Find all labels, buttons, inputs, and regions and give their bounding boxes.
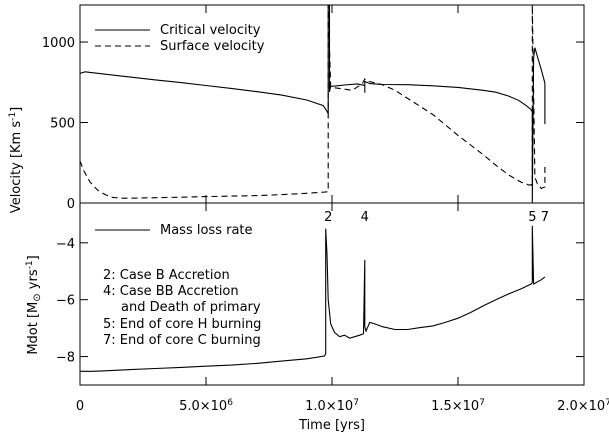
x-tick-label: 1.0×107 (305, 398, 359, 414)
legend-label-mass-loss: Mass loss rate (160, 223, 253, 238)
phase-annotations: 2: Case B Accretion 4: Case BB Accretion… (103, 268, 261, 348)
bottom-y-tick-label: −4 (56, 237, 75, 252)
top-y-title-close: ] (9, 107, 24, 112)
bottom-y-tick-label: −8 (56, 351, 75, 366)
x-axis-title-unit: [yrs] (335, 418, 365, 433)
top-y-tick-label: 500 (50, 117, 75, 132)
x-tick-label: 0 (76, 399, 84, 414)
bottom-y-title-sup: -1 (25, 260, 35, 269)
phase-marker-label: 4 (361, 210, 369, 225)
legend-label-surface: Surface velocity (160, 39, 265, 54)
bottom-y-axis-title: Mdot [M⊙ yrs-1] (25, 255, 43, 354)
annotation-core-h: 5: End of core H burning (103, 317, 261, 332)
svg-text:Velocity [Km s-1]: Velocity [Km s-1] (8, 107, 24, 213)
annotation-core-c: 7: End of core C burning (103, 333, 261, 348)
svg-text:Mdot [M⊙ yrs-1]: Mdot [M⊙ yrs-1] (25, 255, 43, 354)
top-series-line-1 (79, 4, 546, 199)
top-series (79, 4, 546, 204)
top-y-ticks: 0 500 1000 (42, 36, 584, 212)
x-tick-label: 1.5×107 (431, 398, 485, 414)
annotation-case-b: 2: Case B Accretion (103, 268, 230, 283)
bottom-y-title-sun: ⊙ (32, 293, 43, 301)
top-y-title-sup: -1 (8, 112, 18, 121)
top-y-title-text: Velocity (9, 158, 24, 213)
top-panel: Velocity [Km s-1] 0 500 1000 Critical velo… (8, 4, 585, 213)
top-y-tick-label: 0 (67, 197, 75, 212)
bottom-legend: Mass loss rate (95, 223, 253, 238)
bottom-series (80, 225, 546, 372)
phase-marker-label: 7 (541, 210, 549, 225)
bottom-y-title-rest: yrs (26, 269, 41, 293)
x-tick-label: 2.0×107 (557, 398, 609, 414)
top-y-title-unit: [Km s (9, 121, 24, 158)
top-y-axis-title: Velocity [Km s-1] (8, 107, 24, 213)
bottom-series-line-0 (80, 225, 546, 372)
annotation-death-primary: and Death of primary (121, 300, 261, 315)
x-axis-ticks: 0 5.0×106 1.0×107 1.5×107 2.0×107 (76, 5, 609, 414)
annotation-case-bb: 4: Case BB Accretion (103, 284, 239, 299)
top-legend: Critical velocity Surface velocity (95, 23, 265, 54)
x-tick-label: 5.0×106 (179, 398, 233, 414)
top-panel-frame (79, 4, 585, 204)
top-y-tick-label: 1000 (42, 36, 75, 51)
bottom-y-title-unit: [M (26, 302, 41, 318)
x-axis-title-text: Time (298, 418, 335, 433)
phase-marker-label: 2 (324, 210, 332, 225)
x-axis-title: Time [yrs] (298, 418, 365, 433)
bottom-y-title-close: ] (26, 255, 41, 260)
bottom-y-ticks: −8 −6 −4 (56, 237, 584, 366)
top-series-line-0 (79, 4, 546, 204)
legend-label-critical: Critical velocity (160, 23, 261, 38)
bottom-y-title-text: Mdot (26, 318, 41, 355)
phase-marker-label: 5 (528, 210, 536, 225)
bottom-y-tick-label: −6 (56, 294, 75, 309)
